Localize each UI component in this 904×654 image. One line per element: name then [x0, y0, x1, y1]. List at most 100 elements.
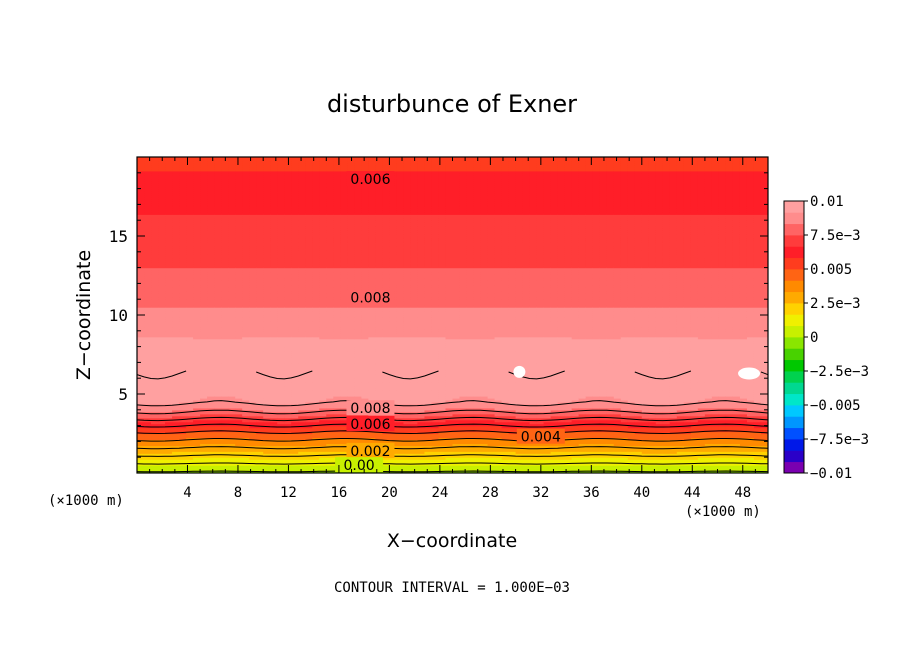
field-cell — [221, 376, 229, 379]
field-cell — [242, 471, 250, 473]
field-cell — [326, 220, 334, 223]
field-cell — [263, 429, 271, 433]
field-cell — [200, 451, 208, 454]
field-cell — [221, 372, 229, 375]
field-cell — [326, 443, 334, 446]
field-cell — [172, 467, 180, 470]
field-cell — [312, 340, 320, 344]
field-cell — [284, 370, 292, 373]
field-cell — [186, 348, 194, 352]
field-cell — [158, 166, 166, 170]
field-cell — [340, 234, 348, 237]
field-cell — [193, 190, 201, 194]
field-cell — [207, 368, 215, 371]
field-cell — [137, 267, 145, 271]
field-cell — [144, 273, 152, 277]
field-cell — [326, 469, 334, 472]
field-cell — [326, 164, 334, 168]
field-cell — [200, 184, 208, 188]
field-cell — [347, 232, 355, 235]
field-cell — [207, 192, 215, 196]
field-cell — [214, 255, 222, 259]
field-cell — [319, 413, 327, 417]
field-cell — [277, 162, 285, 166]
field-cell — [263, 364, 271, 367]
field-cell — [333, 287, 341, 290]
field-cell — [319, 360, 327, 364]
field-cell — [151, 220, 159, 223]
field-cell — [277, 196, 285, 200]
field-cell — [256, 157, 264, 160]
field-cell — [312, 251, 320, 255]
field-cell — [165, 358, 173, 362]
field-cell — [158, 303, 166, 306]
field-cell — [200, 249, 208, 253]
field-cell — [347, 273, 355, 277]
field-cell — [277, 230, 285, 233]
field-cell — [256, 226, 264, 229]
field-cell — [298, 326, 306, 330]
field-cell — [235, 228, 243, 231]
field-cell — [263, 469, 271, 472]
field-cell — [270, 358, 278, 362]
field-cell — [235, 293, 243, 296]
field-cell — [326, 453, 334, 456]
field-cell — [263, 224, 271, 227]
field-cell — [158, 350, 166, 354]
field-cell — [172, 164, 180, 168]
field-cell — [179, 352, 187, 356]
field-cell — [333, 271, 341, 275]
field-cell — [200, 301, 208, 304]
field-cell — [221, 202, 229, 206]
field-cell — [270, 160, 278, 164]
field-cell — [235, 176, 243, 180]
field-cell — [270, 429, 278, 433]
field-cell — [298, 162, 306, 166]
field-cell — [151, 348, 159, 352]
field-cell — [347, 356, 355, 360]
field-cell — [263, 326, 271, 330]
field-cell — [270, 257, 278, 261]
field-cell — [319, 220, 327, 223]
field-cell — [256, 218, 264, 221]
field-cell — [214, 157, 222, 160]
field-cell — [235, 463, 243, 466]
field-cell — [326, 232, 334, 235]
field-cell — [298, 332, 306, 336]
field-cell — [165, 289, 173, 292]
field-cell — [305, 429, 313, 433]
field-cell — [319, 160, 327, 164]
field-cell — [235, 399, 243, 403]
field-cell — [207, 322, 215, 326]
field-cell — [298, 178, 306, 182]
field-cell — [186, 374, 194, 377]
field-cell — [263, 192, 271, 196]
field-cell — [144, 279, 152, 283]
field-cell — [312, 443, 320, 446]
field-cell — [270, 382, 278, 385]
field-cell — [193, 170, 201, 174]
field-cell — [151, 467, 159, 470]
field-cell — [179, 358, 187, 362]
field-cell — [263, 443, 271, 446]
field-cell — [263, 222, 271, 225]
field-cell — [172, 295, 180, 298]
field-cell — [235, 401, 243, 405]
field-cell — [228, 194, 236, 198]
field-cell — [340, 455, 348, 458]
field-cell — [340, 184, 348, 188]
field-cell — [319, 226, 327, 229]
field-cell — [277, 461, 285, 464]
field-cell — [200, 467, 208, 470]
field-cell — [284, 399, 292, 403]
field-cell — [347, 259, 355, 263]
field-cell — [305, 194, 313, 198]
field-cell — [326, 336, 334, 340]
field-cell — [193, 320, 201, 324]
field-cell — [305, 265, 313, 269]
field-cell — [158, 451, 166, 454]
field-cell — [186, 443, 194, 446]
field-cell — [200, 287, 208, 290]
field-cell — [193, 230, 201, 233]
field-cell — [144, 188, 152, 192]
